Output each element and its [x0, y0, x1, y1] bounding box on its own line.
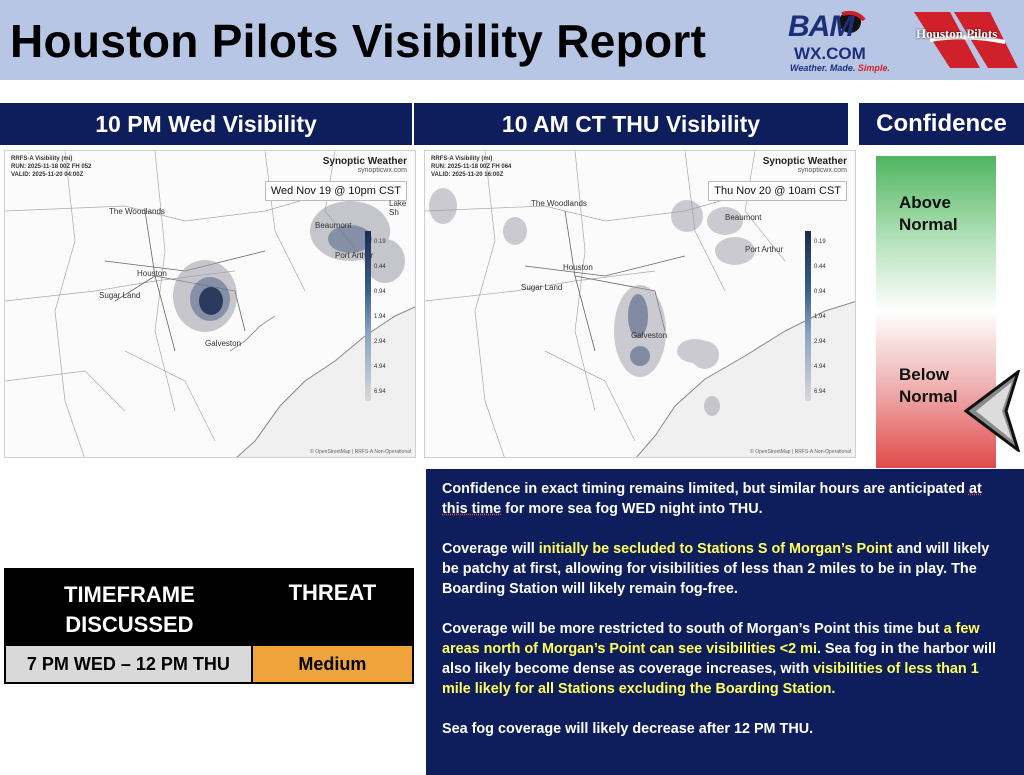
city-label: Beaumont	[725, 213, 762, 222]
map-credit: © OpenStreetMap | RRFS-A Non-Operational	[750, 449, 851, 455]
timeframe-column-header: TIMEFRAME DISCUSSED	[64, 582, 195, 637]
city-label: Houston	[563, 263, 593, 272]
timeframe-cell: 7 PM WED – 12 PM THU	[6, 646, 253, 682]
city-label: Houston	[137, 269, 167, 278]
synoptic-brand: Synoptic Weather synopticwx.com	[322, 156, 407, 174]
city-label: Galveston	[205, 339, 242, 348]
left-panel-header: 10 PM Wed Visibility	[0, 103, 412, 145]
discussion-paragraph: Coverage will be more restricted to sout…	[442, 621, 997, 697]
model-info: RRFS-A Visibility (mi) RUN: 2025-11-18 0…	[431, 156, 512, 178]
bam-logo: BAM WX.COM Weather. Made. Simple.	[784, 8, 906, 74]
discussion-text: Confidence in exact timing remains limit…	[426, 469, 1024, 775]
valid-date-label: Thu Nov 20 @ 10am CST	[708, 181, 847, 201]
title-bar: Houston Pilots Visibility Report BAM WX.…	[0, 0, 1024, 80]
city-label: Sugar Land	[99, 291, 141, 300]
threat-column-header: THREAT	[288, 580, 377, 605]
bam-logo-tagline: Weather. Made. Simple.	[790, 63, 890, 73]
confidence-below-label: Below Normal	[899, 365, 958, 406]
page-title: Houston Pilots Visibility Report	[10, 15, 707, 67]
city-label: The Woodlands	[109, 207, 165, 216]
discussion-paragraph: Coverage will initially be secluded to S…	[442, 541, 990, 597]
city-label: Port Arthur	[335, 251, 374, 260]
bam-logo-domain: WX.COM	[794, 44, 866, 63]
confidence-header: Confidence	[859, 103, 1024, 145]
threat-level-cell: Medium	[252, 646, 412, 682]
city-label: Beaumont	[315, 221, 352, 230]
model-info: RRFS-A Visibility (mi) RUN: 2025-11-18 0…	[11, 156, 92, 178]
right-panel-header: 10 AM CT THU Visibility	[414, 103, 848, 145]
valid-date-label: Wed Nov 19 @ 10pm CST	[264, 181, 407, 201]
synoptic-brand: Synoptic Weather synopticwx.com	[762, 156, 847, 174]
confidence-pointer-icon	[963, 370, 1020, 452]
table-row: 7 PM WED – 12 PM THU Medium	[6, 644, 412, 682]
houston-pilots-logo: Houston Pilots	[910, 6, 1020, 74]
city-label: Sugar Land	[521, 283, 563, 292]
city-label: The Woodlands	[531, 199, 587, 208]
threat-table: TIMEFRAME DISCUSSED THREAT 7 PM WED – 12…	[4, 568, 414, 684]
table-header: TIMEFRAME DISCUSSED THREAT	[6, 570, 412, 644]
right-visibility-map: RRFS-A Visibility (mi) RUN: 2025-11-18 0…	[424, 150, 856, 458]
map-basemap	[425, 151, 855, 457]
discussion-paragraph: Confidence in exact timing remains limit…	[442, 481, 982, 517]
bam-logo-text: BAM	[788, 10, 854, 43]
confidence-above-label: Above Normal	[899, 193, 958, 234]
houston-pilots-logo-text: Houston Pilots	[916, 26, 998, 41]
discussion-paragraph: Sea fog coverage will likely decrease af…	[442, 721, 814, 737]
map-credit: © OpenStreetMap | RRFS-A Non-Operational	[310, 449, 411, 455]
left-visibility-map: RRFS-A Visibility (mi) RUN: 2025-11-18 0…	[4, 150, 416, 458]
visibility-legend: 0.19 0.44 0.94 1.94 2.94 4.94 6.94	[365, 231, 387, 401]
city-label: Galveston	[631, 331, 668, 340]
city-label: Lake Sh	[389, 199, 407, 217]
city-label: Port Arthur	[745, 245, 784, 254]
visibility-legend: 0.19 0.44 0.94 1.94 2.94 4.94 6.94	[805, 231, 827, 401]
